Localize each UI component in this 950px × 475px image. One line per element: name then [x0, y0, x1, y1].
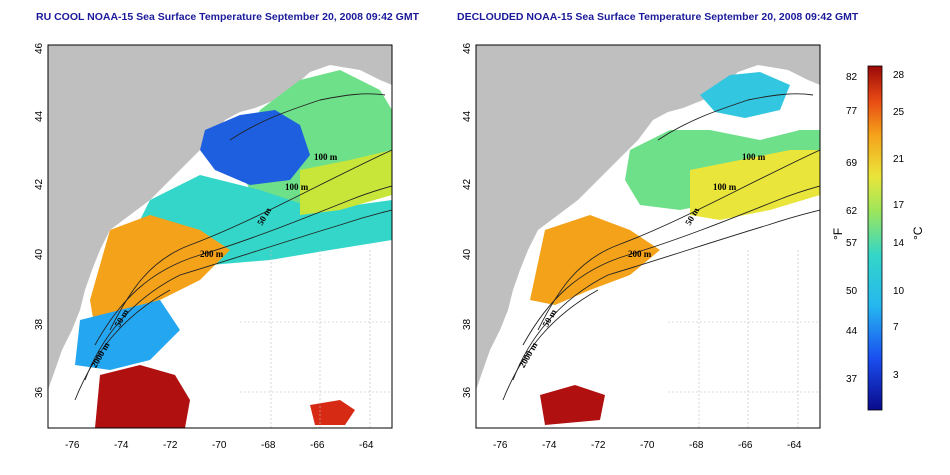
- sst-gulfstream-hot: [95, 365, 190, 428]
- lat-tick: 38: [34, 318, 45, 330]
- right-grid: [668, 250, 820, 428]
- lat-tick: 46: [34, 42, 45, 54]
- left-panel-title: RU COOL NOAA-15 Sea Surface Temperature …: [36, 11, 420, 23]
- lat-tick: 38: [462, 318, 473, 330]
- colorbar-c-label: °C: [911, 226, 925, 240]
- f-tick: 82: [846, 72, 858, 83]
- left-map: 100 m 100 m 50 m 200 m 50 m 2000 m: [48, 45, 392, 428]
- f-tick: 37: [846, 374, 858, 385]
- sst-warm-band: [300, 150, 392, 215]
- contour-label-100m-a: 100 m: [314, 152, 338, 162]
- lat-tick: 46: [462, 42, 473, 54]
- lat-tick: 40: [34, 248, 45, 260]
- lon-tick: -74: [542, 440, 557, 451]
- f-tick: 77: [846, 106, 858, 117]
- lon-tick: -72: [163, 440, 178, 451]
- contour-label-200m: 200 m: [628, 249, 652, 259]
- contour-label-100m-a: 100 m: [742, 152, 766, 162]
- left-lat-ticks: 36 38 40 42 44 46: [34, 42, 45, 398]
- lon-tick: -68: [689, 440, 704, 451]
- lon-tick: -68: [261, 440, 276, 451]
- c-tick: 3: [893, 370, 899, 381]
- lat-tick: 36: [34, 386, 45, 398]
- contour-label-200m: 200 m: [200, 249, 224, 259]
- left-lon-ticks: -76 -74 -72 -70 -68 -66 -64: [65, 440, 374, 451]
- left-map-frame: [47, 44, 393, 429]
- lat-tick: 44: [34, 110, 45, 122]
- contour-label-100m-b: 100 m: [285, 182, 309, 192]
- colorbar: 82 77 69 62 57 50 44 37 28 25 21 17 14 1…: [831, 65, 925, 411]
- c-tick: 21: [893, 154, 905, 165]
- land-mass: [476, 45, 820, 390]
- lon-tick: -64: [787, 440, 802, 451]
- right-lat-ticks: 36 38 40 42 44 46: [462, 42, 473, 398]
- lat-tick: 42: [34, 178, 45, 190]
- lon-tick: -72: [591, 440, 606, 451]
- bathymetry-contours: [74, 93, 392, 401]
- f-tick: 69: [846, 158, 858, 169]
- c-tick: 10: [893, 286, 905, 297]
- sst-cyan-north: [700, 72, 790, 118]
- c-tick: 7: [893, 322, 899, 333]
- sst-blue-mix: [75, 300, 180, 370]
- f-tick: 57: [846, 238, 858, 249]
- sst-orange-shelf: [530, 215, 660, 305]
- f-tick: 62: [846, 206, 858, 217]
- c-tick: 14: [893, 238, 905, 249]
- sst-warm-band: [690, 150, 820, 220]
- colorbar-f-label: °F: [831, 228, 845, 240]
- sst-hot-east: [310, 400, 355, 425]
- lon-tick: -70: [640, 440, 655, 451]
- lat-tick: 44: [462, 110, 473, 122]
- lon-tick: -76: [493, 440, 508, 451]
- right-map: 100 m 100 m 50 m 200 m 50 m 2000 m: [476, 45, 820, 428]
- sst-hot-south: [540, 385, 605, 425]
- contour-label-100m-b: 100 m: [713, 182, 737, 192]
- lon-tick: -66: [738, 440, 753, 451]
- lat-tick: 40: [462, 248, 473, 260]
- lon-tick: -66: [310, 440, 325, 451]
- lon-tick: -70: [212, 440, 227, 451]
- colorbar-c-ticks: 28 25 21 17 14 10 7 3: [893, 70, 905, 381]
- colorbar-f-ticks: 82 77 69 62 57 50 44 37: [846, 72, 858, 385]
- lat-tick: 36: [462, 386, 473, 398]
- land-mass: [48, 45, 392, 390]
- lat-tick: 42: [462, 178, 473, 190]
- bathymetry-contours: [502, 93, 820, 401]
- right-panel-title: DECLOUDED NOAA-15 Sea Surface Temperatur…: [457, 11, 859, 23]
- sst-cold-patch: [200, 110, 310, 185]
- f-tick: 44: [846, 326, 858, 337]
- colorbar-scale: [867, 65, 883, 411]
- right-map-frame: [475, 44, 821, 429]
- lon-tick: -74: [114, 440, 129, 451]
- lon-tick: -76: [65, 440, 80, 451]
- right-lon-ticks: -76 -74 -72 -70 -68 -66 -64: [493, 440, 802, 451]
- c-tick: 17: [893, 200, 905, 211]
- c-tick: 25: [893, 107, 905, 118]
- lon-tick: -64: [359, 440, 374, 451]
- f-tick: 50: [846, 286, 858, 297]
- left-grid: [240, 250, 392, 428]
- c-tick: 28: [893, 70, 905, 81]
